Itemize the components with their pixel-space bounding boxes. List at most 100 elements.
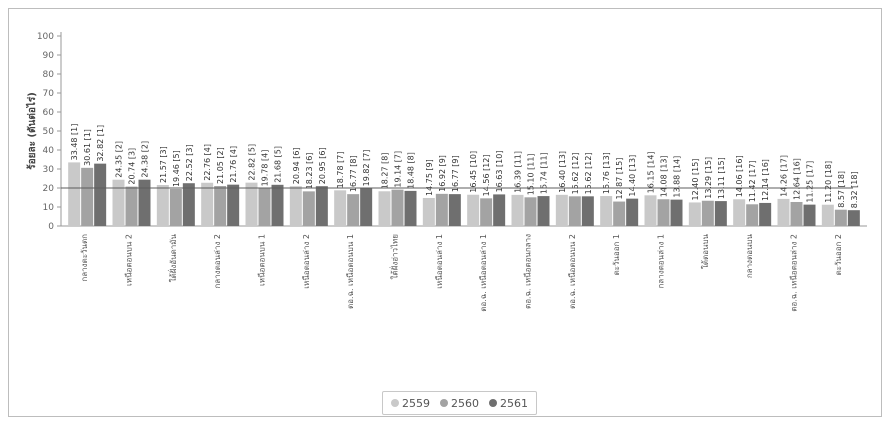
legend-label: 2560 <box>451 396 479 410</box>
bar-2559 <box>422 197 435 226</box>
bar-2561 <box>315 186 328 226</box>
data-label-2561: 21.68 [5] <box>274 146 283 183</box>
y-tick-label: 60 <box>43 108 55 118</box>
bar-2561 <box>493 194 506 226</box>
data-label-2561: 22.52 [3] <box>185 144 194 181</box>
data-label-2560: 16.77 [8] <box>349 155 358 192</box>
bar-2559 <box>733 199 746 226</box>
bar-2561 <box>847 210 860 226</box>
data-label-2561: 13.11 [15] <box>717 157 726 199</box>
legend-item-2561[interactable]: 2561 <box>489 397 528 410</box>
bar-2559 <box>156 185 169 226</box>
bar-2561 <box>138 179 151 226</box>
category-label: ตะวันออก 1 <box>612 234 621 276</box>
category-label: ตอ.ฉ. เหนือตอนล่าง 2 <box>790 234 799 312</box>
legend-label: 2561 <box>500 396 528 410</box>
data-label-2560: 19.78 [4] <box>261 150 270 187</box>
bar-2561 <box>537 196 550 226</box>
bar-2560 <box>125 186 138 226</box>
bar-2560 <box>746 204 759 226</box>
data-label-2559: 22.82 [5] <box>248 144 257 181</box>
data-label-2559: 18.27 [8] <box>381 153 390 190</box>
data-label-2559: 12.40 [15] <box>691 159 700 201</box>
data-label-2559: 24.35 [2] <box>115 141 124 178</box>
bar-2559 <box>555 194 568 226</box>
data-label-2559: 14.26 [17] <box>780 155 789 197</box>
bar-2559 <box>688 202 701 226</box>
data-label-2559: 22.76 [4] <box>203 144 212 181</box>
bar-2560 <box>657 199 670 226</box>
legend-item-2560[interactable]: 2560 <box>440 397 479 410</box>
bar-2561 <box>404 190 417 226</box>
bar-2560 <box>524 197 537 226</box>
category-label: ใต้ฝั่งอันดามัน <box>167 233 178 282</box>
bar-2560 <box>613 201 626 226</box>
bar-2561 <box>759 202 772 226</box>
y-tick-label: 10 <box>43 203 55 213</box>
bar-2561 <box>670 199 683 226</box>
category-label: เหนือตอนบน 2 <box>125 234 134 286</box>
bar-2561 <box>94 163 107 226</box>
data-label-2560: 30.61 [1] <box>83 129 92 166</box>
y-axis-label: ร้อยละ (ตันต่อไร่) <box>25 92 38 170</box>
legend: 2559 2560 2561 <box>382 391 537 415</box>
bar-2561 <box>182 183 195 226</box>
data-label-2560: 8.57 [18] <box>837 171 846 208</box>
data-label-2559: 20.94 [6] <box>292 147 301 184</box>
y-tick-label: 20 <box>43 184 55 194</box>
data-label-2560: 18.23 [6] <box>305 153 314 190</box>
bar-2560 <box>169 189 182 226</box>
data-label-2561: 16.77 [9] <box>451 155 460 192</box>
data-label-2561: 15.74 [11] <box>540 152 549 194</box>
bar-2561 <box>626 198 639 226</box>
bar-2560 <box>347 194 360 226</box>
bar-2561 <box>714 201 727 226</box>
data-label-2560: 14.08 [13] <box>660 155 669 197</box>
bar-2561 <box>581 196 594 226</box>
bar-2560 <box>480 198 493 226</box>
data-label-2561: 24.38 [2] <box>141 141 150 178</box>
data-label-2561: 21.76 [4] <box>229 146 238 183</box>
category-label: ตอ.ฉ. เหนือตอนบน 2 <box>568 234 577 309</box>
chart-frame: 0 10 20 30 40 50 60 70 80 90 100 ร้อยละ (ตันต่อไร่)… <box>8 8 882 417</box>
legend-label: 2559 <box>402 396 430 410</box>
category-label: เหนือตอนบน 1 <box>258 234 267 286</box>
bar-2561 <box>227 184 240 226</box>
category-label: ตะวันออก 2 <box>834 234 843 276</box>
y-tick-label: 40 <box>43 146 55 156</box>
data-label-2559: 16.15 [14] <box>647 151 656 193</box>
category-label: กลางตะวันตก <box>80 234 89 282</box>
data-label-2561: 18.48 [8] <box>407 152 416 189</box>
category-label: เหนือตอนล่าง 2 <box>302 234 311 289</box>
data-label-2561: 16.63 [10] <box>495 151 504 193</box>
category-label: ใต้ตอนบน <box>701 233 710 269</box>
category-label: กลางตอนบน <box>745 233 754 278</box>
data-label-2561: 14.40 [13] <box>628 155 637 197</box>
data-label-2560: 11.42 [17] <box>748 160 757 202</box>
bar-2559 <box>289 186 302 226</box>
category-label: ตอ.ฉ. เหนือตอนกลาง <box>524 234 533 309</box>
category-label: ใต้ฝั่งอ่าวไทย <box>389 234 400 279</box>
bar-2561 <box>360 188 373 226</box>
category-label: กลางตอนล่าง 1 <box>657 234 666 289</box>
bar-2560 <box>302 191 315 226</box>
bar-2560 <box>258 188 271 226</box>
bar-2561 <box>803 204 816 226</box>
data-label-2560: 16.92 [9] <box>438 155 447 192</box>
bar-2561 <box>448 194 461 226</box>
data-label-2560: 15.62 [12] <box>571 152 580 194</box>
bar-2559 <box>68 162 81 226</box>
legend-item-2559[interactable]: 2559 <box>391 397 430 410</box>
bar-2559 <box>245 182 258 226</box>
category-label: เหนือตอนล่าง 1 <box>435 234 444 289</box>
data-label-2559: 16.39 [11] <box>514 151 523 193</box>
data-label-2561: 32.82 [1] <box>96 125 105 162</box>
data-label-2559: 18.78 [7] <box>336 152 345 189</box>
bar-2560 <box>701 200 714 226</box>
y-tick-label: 50 <box>43 127 55 137</box>
data-label-2559: 14.06 [16] <box>735 155 744 197</box>
bar-2559 <box>644 195 657 226</box>
bar-2559 <box>600 196 613 226</box>
data-label-2560: 20.74 [3] <box>128 148 137 185</box>
data-label-2559: 16.45 [10] <box>469 151 478 193</box>
